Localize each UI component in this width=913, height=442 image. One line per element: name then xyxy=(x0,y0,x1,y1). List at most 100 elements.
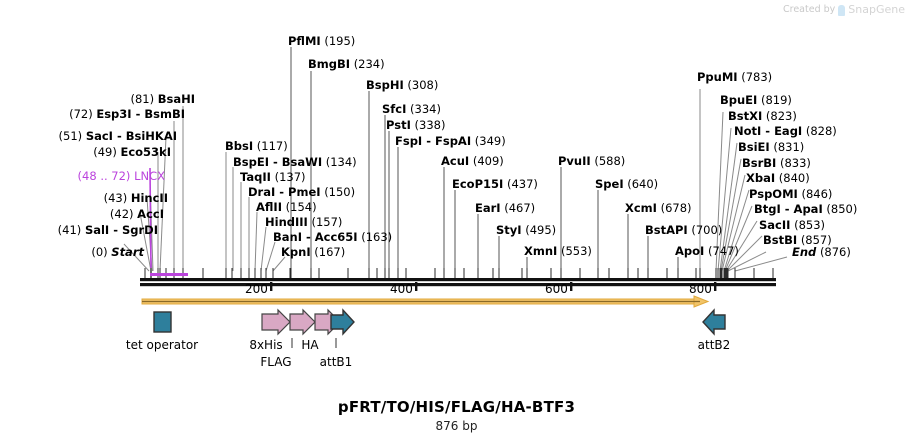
feature-caption-ha[interactable]: HA xyxy=(301,338,319,352)
enzyme-label-taqii[interactable]: TaqII (137) xyxy=(240,171,306,184)
orf-orange-arrow xyxy=(141,295,710,308)
enzyme-label-saci-bsihkai[interactable]: (51) SacI - BsiHKAI xyxy=(0,130,177,143)
enzyme-label-apoi[interactable]: ApoI (747) xyxy=(675,245,739,258)
enzyme-label-eari[interactable]: EarI (467) xyxy=(475,202,535,215)
enzyme-position: (495) xyxy=(525,223,557,237)
enzyme-position: (338) xyxy=(414,118,446,132)
feature-caption-tet-operator[interactable]: tet operator xyxy=(125,338,199,352)
enzyme-label-aflii[interactable]: AflII (154) xyxy=(256,201,317,214)
enzyme-label-bpuei[interactable]: BpuEI (819) xyxy=(720,94,792,107)
enzyme-position: (828) xyxy=(805,124,837,138)
feature-caption-attb1[interactable]: attB1 xyxy=(319,355,353,369)
enzyme-label-acci[interactable]: (42) AccI xyxy=(20,208,164,221)
enzyme-name: BmgBI xyxy=(308,57,351,71)
enzyme-label-fspi-fspai[interactable]: FspI - FspAI (349) xyxy=(395,135,506,148)
marker-label-end[interactable]: End (876) xyxy=(792,246,851,259)
enzyme-label-pflmi[interactable]: PflMI (195) xyxy=(288,35,355,48)
enzyme-label-bstbi[interactable]: BstBI (857) xyxy=(763,234,832,247)
enzyme-position: (747) xyxy=(707,244,739,258)
enzyme-label-xbai[interactable]: XbaI (840) xyxy=(746,172,810,185)
enzyme-name: PstI xyxy=(386,118,411,132)
enzyme-position: (678) xyxy=(660,201,692,215)
enzyme-label-xmni[interactable]: XmnI (553) xyxy=(524,245,592,258)
enzyme-name: BspEI - BsaWI xyxy=(233,155,323,169)
ruler-tick-label-600: 600 xyxy=(545,282,568,296)
enzyme-position: (117) xyxy=(256,139,288,153)
enzyme-label-pvuii[interactable]: PvuII (588) xyxy=(558,155,625,168)
enzyme-label-hindiii[interactable]: HindIII (157) xyxy=(265,216,342,229)
enzyme-name: BsrBI xyxy=(742,156,777,170)
enzyme-position: (831) xyxy=(773,140,805,154)
enzyme-label-acui[interactable]: AcuI (409) xyxy=(441,155,504,168)
enzyme-position: (588) xyxy=(594,154,626,168)
enzyme-label-bbsi[interactable]: BbsI (117) xyxy=(225,140,288,153)
enzyme-label-noti-eagi[interactable]: NotI - EagI (828) xyxy=(734,125,837,138)
enzyme-label-bsrbi[interactable]: BsrBI (833) xyxy=(742,157,811,170)
enzyme-position: (823) xyxy=(765,109,797,123)
enzyme-name: FspI - FspAI xyxy=(395,134,472,148)
enzyme-label-sacii[interactable]: SacII (853) xyxy=(759,219,825,232)
enzyme-name: TaqII xyxy=(240,170,271,184)
enzyme-label-btgi-apai[interactable]: BtgI - ApaI (850) xyxy=(754,203,857,216)
enzyme-label-styi[interactable]: StyI (495) xyxy=(496,224,556,237)
enzyme-name: BbsI xyxy=(225,139,254,153)
enzyme-label-bsphi[interactable]: BspHI (308) xyxy=(366,79,438,92)
feature-caption-8xhis[interactable]: 8xHis xyxy=(249,338,283,352)
enzyme-label-bani-acc65i[interactable]: BanI - Acc65I (163) xyxy=(273,231,392,244)
ruler-tick-label-400: 400 xyxy=(390,282,413,296)
enzyme-label-bmgbi[interactable]: BmgBI (234) xyxy=(308,58,385,71)
enzyme-name: PspOMI xyxy=(749,187,798,201)
enzyme-position: (783) xyxy=(741,70,773,84)
feature-label-lncx[interactable]: (48 .. 72) LNCX xyxy=(20,170,165,183)
enzyme-name: ApoI xyxy=(675,244,705,258)
enzyme-label-bstxi[interactable]: BstXI (823) xyxy=(728,110,797,123)
feature-flag xyxy=(289,308,316,336)
enzyme-label-sali-sgrdi[interactable]: (41) SalI - SgrDI xyxy=(0,224,158,237)
leader-lines-top xyxy=(290,47,399,271)
enzyme-label-kpni[interactable]: KpnI (167) xyxy=(281,246,345,259)
enzyme-label-ecop15i[interactable]: EcoP15I (437) xyxy=(452,178,538,191)
enzyme-name: XmnI xyxy=(524,244,558,258)
enzyme-position: (833) xyxy=(779,156,811,170)
enzyme-position: (150) xyxy=(324,185,356,199)
leader-lines-mid-right xyxy=(560,167,679,271)
enzyme-label-psti[interactable]: PstI (338) xyxy=(386,119,445,132)
ruler-tick-label-800: 800 xyxy=(689,282,712,296)
enzyme-position: (409) xyxy=(472,154,504,168)
enzyme-label-sfci[interactable]: SfcI (334) xyxy=(382,103,441,116)
enzyme-name: PvuII xyxy=(558,154,591,168)
enzyme-name: HincII xyxy=(130,191,168,205)
enzyme-position: (137) xyxy=(274,170,306,184)
enzyme-label-ppumi[interactable]: PpuMI (783) xyxy=(697,71,772,84)
enzyme-label-spei[interactable]: SpeI (640) xyxy=(595,178,658,191)
marker-label-start[interactable]: (0) Start xyxy=(20,246,144,259)
enzyme-position: (167) xyxy=(314,245,346,259)
feature-attb1 xyxy=(330,308,355,336)
enzyme-label-xcmi[interactable]: XcmI (678) xyxy=(625,202,692,215)
marker-position: (0) xyxy=(91,245,108,259)
enzyme-name: PpuMI xyxy=(697,70,738,84)
enzyme-label-drai-pmei[interactable]: DraI - PmeI (150) xyxy=(248,186,355,199)
feature-caption-flag[interactable]: FLAG xyxy=(260,355,292,369)
enzyme-label-esp3i-bsmbi[interactable]: (72) Esp3I - BsmBI xyxy=(10,108,185,121)
enzyme-name: BpuEI xyxy=(720,93,758,107)
enzyme-position: (157) xyxy=(311,215,343,229)
enzyme-label-pspomi[interactable]: PspOMI (846) xyxy=(749,188,832,201)
enzyme-label-eco53ki[interactable]: (49) Eco53kI xyxy=(20,146,171,159)
enzyme-position: (43) xyxy=(103,191,128,205)
enzyme-label-bspei-bsawi[interactable]: BspEI - BsaWI (134) xyxy=(233,156,357,169)
enzyme-position: (49) xyxy=(93,145,117,159)
enzyme-position: (850) xyxy=(826,202,858,216)
enzyme-position: (819) xyxy=(760,93,792,107)
feature-caption-attb2[interactable]: attB2 xyxy=(697,338,731,352)
enzyme-label-bsiei[interactable]: BsiEI (831) xyxy=(738,141,804,154)
enzyme-position: (42) xyxy=(109,207,134,221)
enzyme-label-hincii[interactable]: (43) HincII xyxy=(20,192,168,205)
enzyme-position: (553) xyxy=(560,244,592,258)
watermark-brand: SnapGene xyxy=(848,3,905,16)
enzyme-label-bsahi[interactable]: (81) BsaHI xyxy=(20,93,195,106)
enzyme-position: (840) xyxy=(778,171,810,185)
enzyme-name: AcuI xyxy=(441,154,470,168)
enzyme-position: (72) xyxy=(69,107,93,121)
enzyme-label-bstapi[interactable]: BstAPI (700) xyxy=(645,224,722,237)
